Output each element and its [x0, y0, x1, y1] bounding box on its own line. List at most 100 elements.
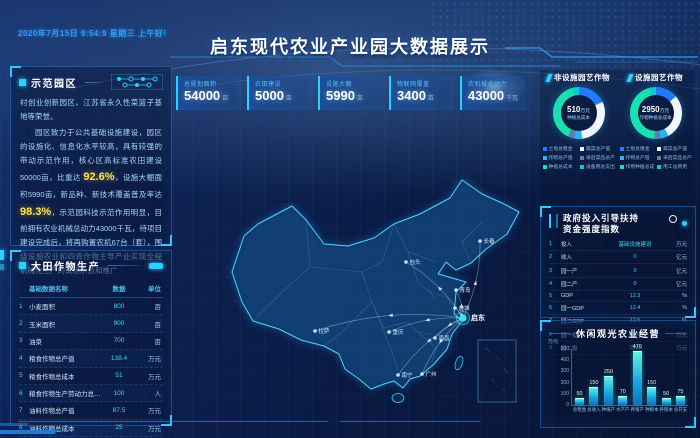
donut-center: 510万元 种植总成本 [560, 95, 597, 131]
crops-table-header-row: 基础数据名称 数据 单位 [19, 279, 163, 298]
facility-donut-section: 设施园艺作物 2950万元 作物种植总成本 土地总租金 蔬菜总产值 作物总产值 采后菜品总产… [617, 70, 694, 206]
row-index: 5 [19, 372, 23, 380]
city-dot-icon [420, 372, 424, 376]
edge-tick-decor [0, 264, 4, 270]
donut-center-value: 2950万元 [641, 105, 670, 114]
gov-title-line1: 政府投入引导扶持 [563, 213, 640, 223]
row-unit: % [682, 305, 687, 312]
row-unit: 万元 [148, 408, 161, 416]
row-value: 51 [115, 372, 123, 380]
legend-label: 设备费总支出 [586, 165, 615, 170]
row-value: 700 [113, 337, 125, 345]
row-index: 1 [549, 241, 553, 248]
row-index: 2 [19, 320, 23, 328]
bar-category-label: 种植本 [644, 407, 659, 412]
donut-title-text: 非设施园艺作物 [554, 73, 610, 82]
flight-line [455, 289, 464, 319]
legend-label: 土地总租金 [548, 147, 573, 152]
row-unit: 万元 [675, 242, 687, 249]
row-value: 138.4 [110, 354, 128, 362]
highlight-percent-2: 98.3% [20, 205, 52, 218]
row-name: 油料作物总成本 [29, 423, 101, 433]
city-label: 南宁 [402, 371, 414, 379]
flight-arrow-icon [427, 338, 432, 343]
legend-swatch-icon [542, 146, 547, 151]
crops-table-row: 8 油料作物总成本 25 万元 [19, 419, 163, 437]
gov-table-row: 2 收入 0 亿元 [549, 251, 687, 265]
row-unit: 亩 [154, 338, 162, 346]
row-value: 900 [113, 320, 125, 328]
row-name: 粮食作物生产劳动力总… [29, 391, 101, 399]
row-value: 0 [633, 267, 637, 274]
crops-table-row: 3 油菜 700 亩 [19, 333, 163, 351]
row-value: 87.5 [112, 406, 126, 414]
col-value-header: 数据 [112, 286, 126, 293]
row-index: 6 [549, 305, 553, 312]
legend-swatch-icon [580, 164, 584, 169]
panel-gov-funding: 政府投入引导扶持 资金强度指数 1 投入 基础设施建设 万元 2 收入 0 亿元 3 园一产 0 亿元… [540, 206, 696, 355]
legend-item: 采后菜品总产值 [657, 154, 692, 161]
slash-icon [626, 73, 634, 82]
bar [632, 351, 642, 405]
bar-category-label: 总收入 [587, 407, 601, 412]
bar [618, 396, 628, 405]
bar-group: 50 总租金 [573, 391, 587, 412]
row-name: 玉米面积 [29, 321, 55, 329]
crops-table-row: 7 油料作物总产值 87.5 万元 [19, 402, 163, 420]
row-index: 7 [19, 406, 23, 414]
crops-table-row: 5 粮食作物总成本 51 万元 [19, 368, 163, 385]
stat-card-label: 设施大棚 [326, 82, 353, 88]
flight-line [314, 314, 464, 332]
flight-arrow-icon [439, 338, 444, 344]
stat-card-label: 物联网覆盖 [397, 82, 430, 88]
legend-swatch-icon [580, 146, 584, 151]
crops-table-body: 1 小麦面积 800 亩 2 玉米面积 900 亩 3 油菜 700 亩 4 粮食作物总产值 138.4 万元… [19, 298, 163, 438]
flight-line [388, 317, 464, 333]
row-unit: 亩 [154, 321, 162, 329]
row-value: 25 [115, 424, 123, 432]
flight-line [405, 261, 464, 319]
legend-label: 用工总费用 [663, 165, 687, 170]
gov-table-row: 1 投入 基础设施建设 万元 [549, 238, 687, 252]
row-value: 100 [113, 389, 125, 397]
gov-panel-header: 政府投入引导扶持 资金强度指数 [541, 207, 695, 237]
row-unit: 亿元 [675, 268, 687, 275]
city-label: 南昌 [439, 334, 450, 342]
city-label: 广州 [426, 370, 437, 378]
flight-arrow-icon [473, 280, 477, 286]
header-line-decor [85, 81, 103, 83]
stat-card: 物联网覆盖 3400 亩 [389, 76, 454, 110]
row-value: 800 [113, 302, 125, 310]
donut-center-value: 510万元 [567, 105, 590, 114]
legend-label: 采后菜品总产值 [586, 156, 615, 161]
flight-arrow-icon [447, 322, 453, 327]
legend-label: 蔬菜总产值 [663, 147, 687, 152]
crops-table-row: 6 粮食作物生产劳动力总… 100 人 [19, 384, 163, 403]
legend-label: 蔬菜总产值 [586, 147, 610, 152]
legend-swatch-icon [580, 155, 584, 160]
taiwan-island [454, 355, 464, 371]
edge-tick-decor [0, 250, 4, 260]
header-line-decor [108, 265, 141, 266]
bottom-line-decor [18, 421, 328, 422]
bar-group: 50 养殖本 [659, 391, 673, 412]
bars-container: 50 总租金 150 总收入 250 种植产 70 水产产 470 养殖产 150 种植本 50 养殖本 7… [572, 344, 688, 412]
panel-demo-park-header: 示范园区 [11, 67, 171, 94]
gov-table-row: 6 园一GDP 12.4% [549, 302, 687, 316]
row-name: 油菜 [29, 338, 42, 346]
hub-dot-icon [459, 314, 467, 322]
hainan-island [391, 393, 405, 403]
panel-demo-park: 示范园区 村创业创新园区、江苏省永久性菜篮子基地等荣誉。 园区致力于公共基础设施… [10, 66, 172, 275]
row-unit: 人 [154, 391, 162, 399]
slash-icon [545, 73, 553, 82]
legend-label: 作物种植总成本 [625, 165, 655, 170]
leisure-bar-chart: 万元 0 100 200 300 400 500 50 总租金 150 总收入 250 种植产 70 水… [548, 339, 688, 412]
stat-card: 设施大棚 5990 亩 [318, 76, 383, 110]
bar-value-label: 470 [632, 344, 642, 351]
row-index: 3 [19, 337, 23, 345]
bar-group: 150 种植本 [645, 380, 659, 412]
